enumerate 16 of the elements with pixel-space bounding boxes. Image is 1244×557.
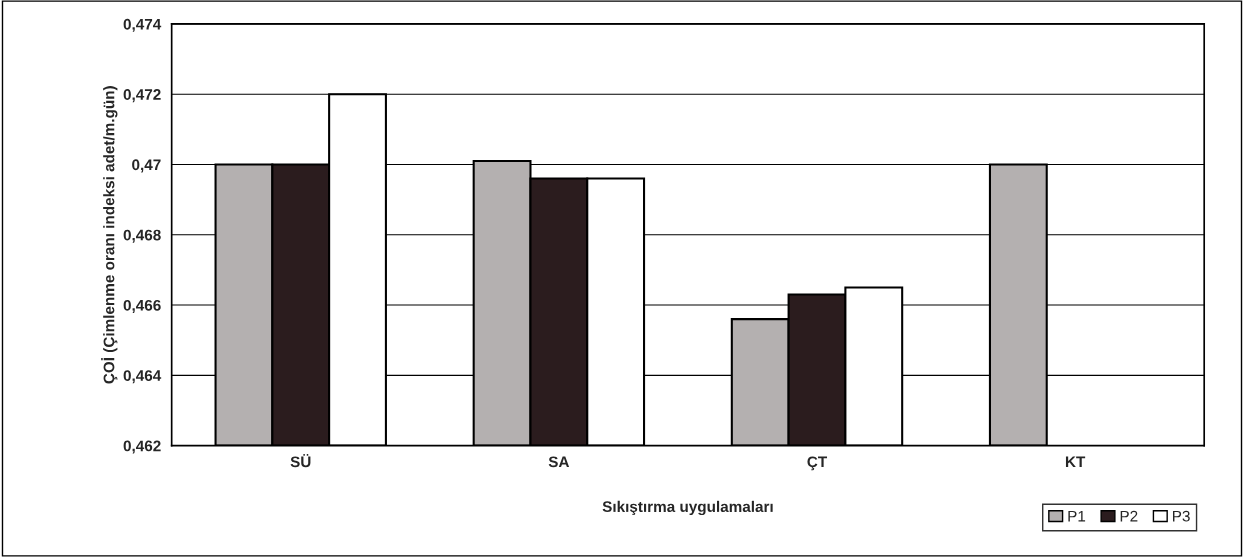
y-tick-label: 0,472: [123, 89, 161, 103]
legend-label: P2: [1120, 510, 1138, 522]
y-tick-label: 0,468: [123, 229, 161, 243]
x-tick-label: KT: [1065, 456, 1086, 468]
y-tick-label: 0,466: [123, 299, 161, 313]
legend-label: P3: [1173, 510, 1190, 522]
y-tick-label: 0,47: [132, 159, 161, 173]
y-tick-label: 0,474: [123, 18, 162, 32]
x-tick-label: SA: [548, 456, 570, 468]
y-tick-label: 0,462: [123, 440, 161, 454]
y-axis-title: ÇOİ (Çimlenme oranı indeksi adet/m.gün): [101, 86, 118, 384]
x-tick-label: ÇT: [807, 456, 828, 471]
x-axis-title: Sıkıştırma uygulamaları: [602, 500, 773, 516]
y-tick-label: 0,464: [123, 370, 162, 384]
legend-label: P1: [1068, 510, 1086, 522]
x-tick-label: SÜ: [290, 454, 311, 468]
